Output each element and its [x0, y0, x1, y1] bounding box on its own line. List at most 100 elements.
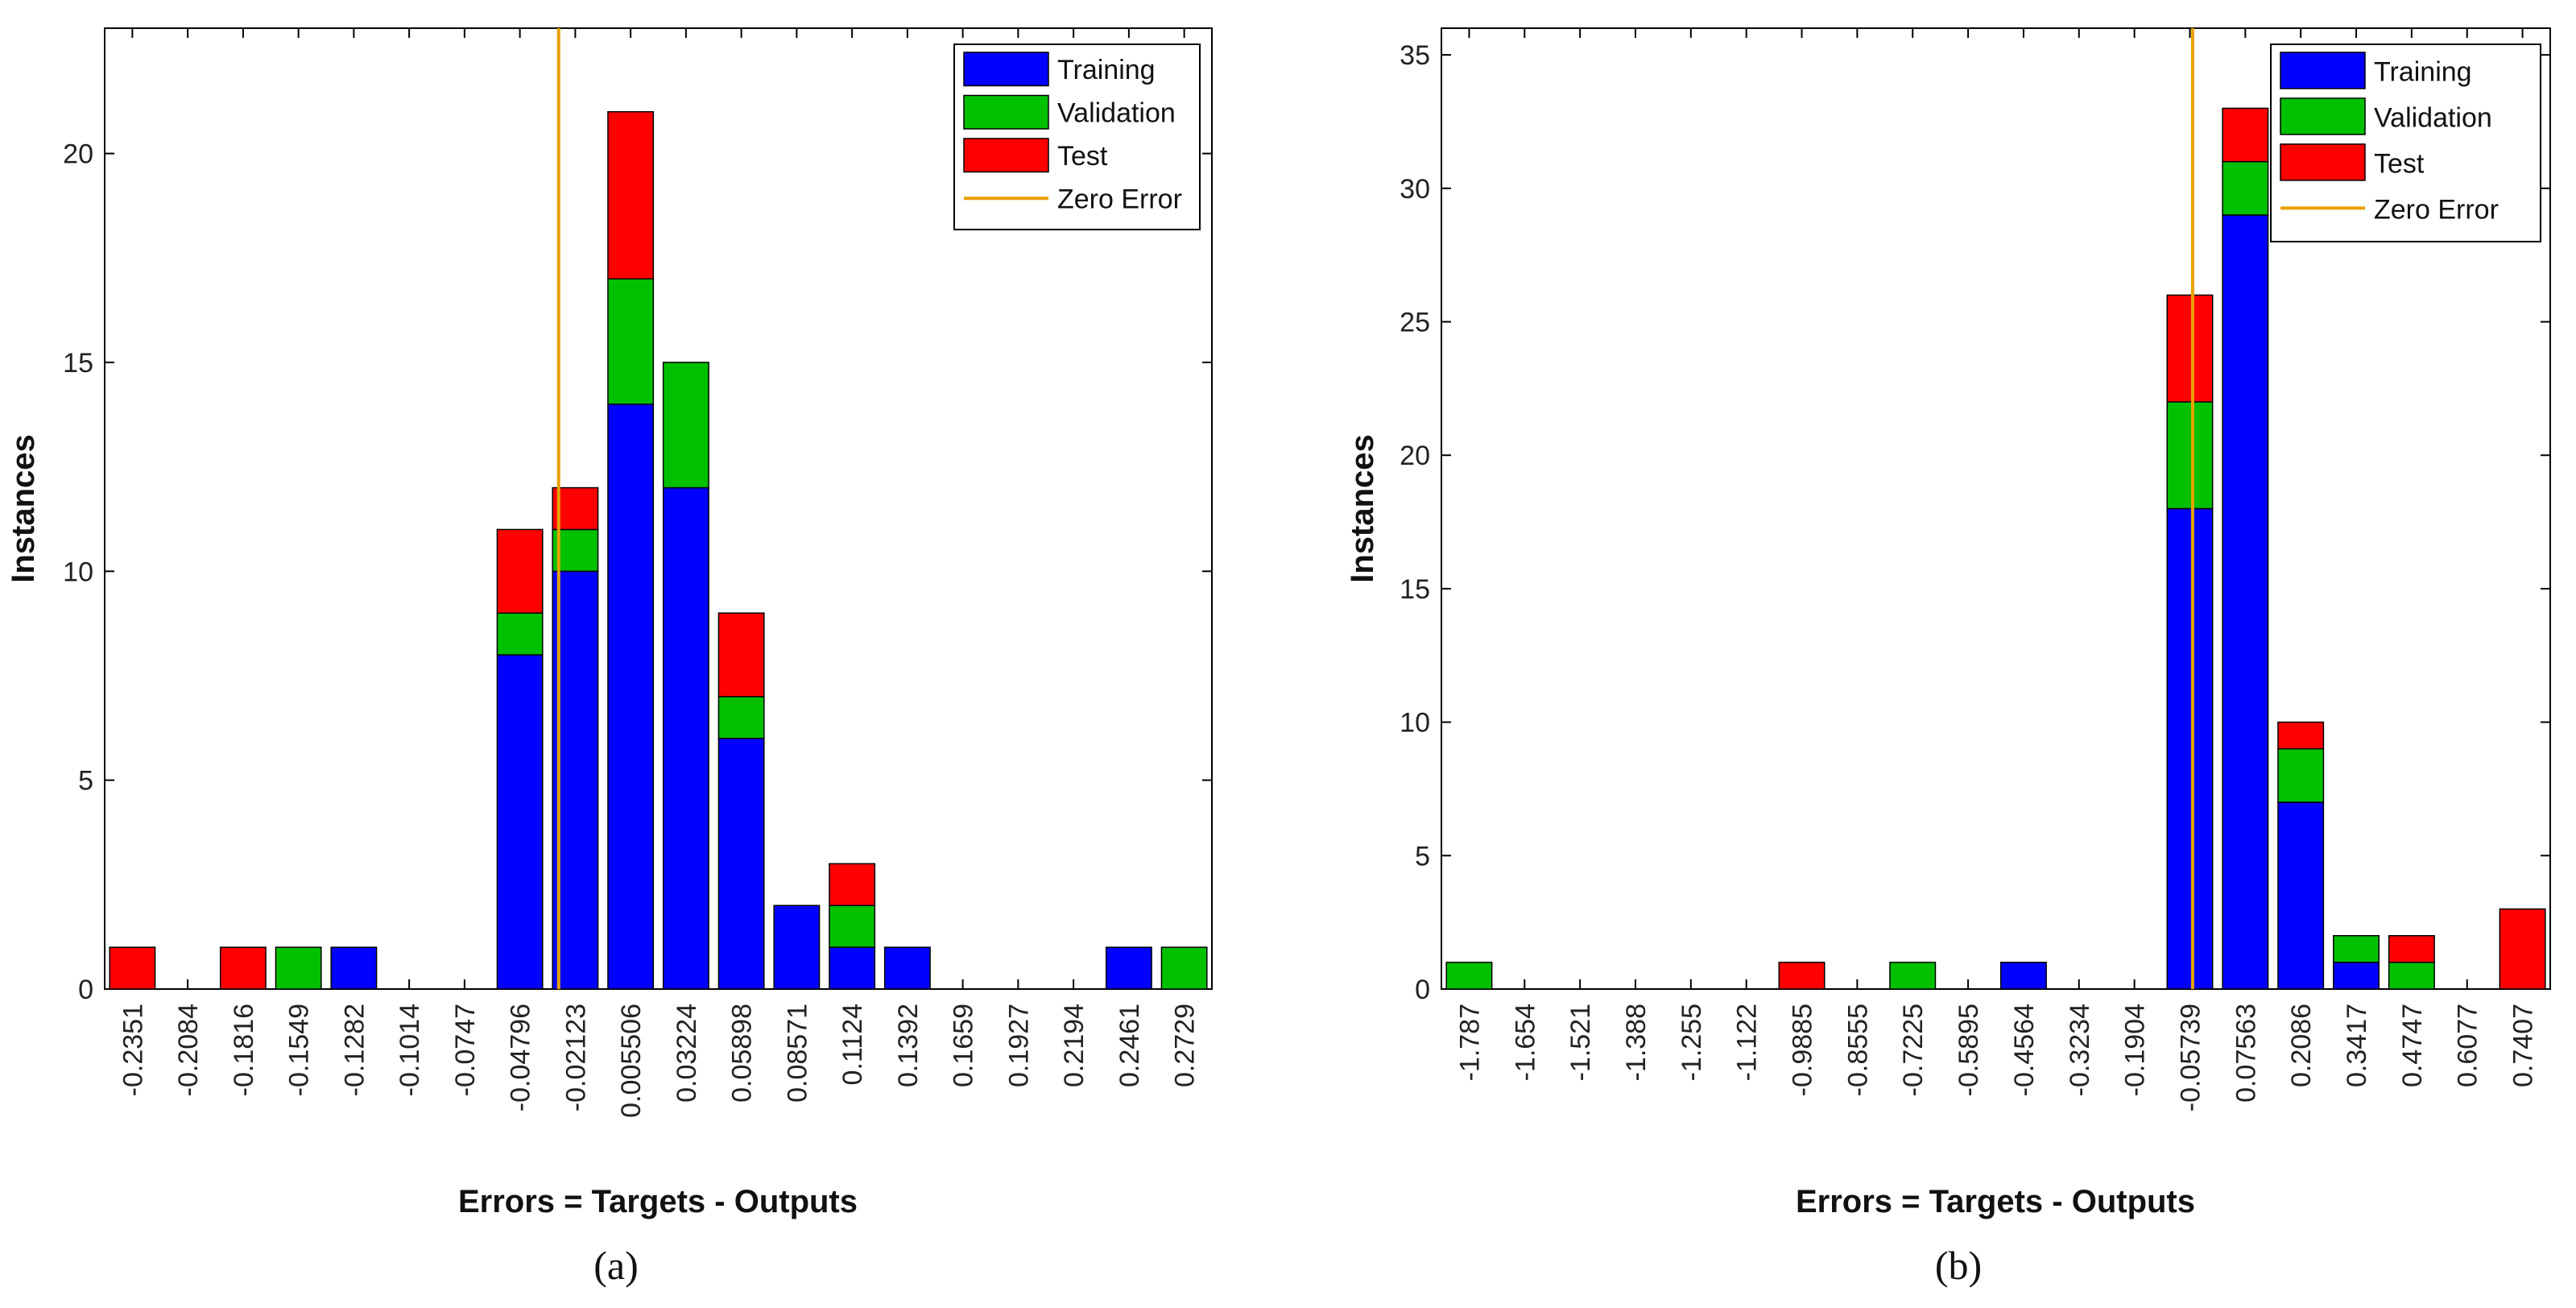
- x-tick-label: -0.1549: [284, 1004, 315, 1096]
- legend-swatch-validation: [963, 94, 1049, 130]
- x-tick-label: 0.05898: [727, 1004, 758, 1103]
- bar-training-7: [496, 654, 544, 990]
- bar-training-15: [2277, 801, 2325, 990]
- x-tick-label: 0.1659: [949, 1004, 979, 1087]
- x-tick-label: -0.05739: [2175, 1004, 2206, 1111]
- y-tick-label: 15: [63, 348, 93, 379]
- x-tick-label: -1.787: [1454, 1004, 1485, 1081]
- x-tick-label: -0.2084: [173, 1004, 204, 1096]
- y-tick-label: 0: [78, 975, 93, 1005]
- bar-validation-13: [2166, 401, 2214, 510]
- bar-training-14: [2222, 214, 2269, 990]
- bar-training-10: [662, 486, 709, 990]
- bar-training-10: [1999, 962, 2047, 990]
- bar-test-14: [2222, 107, 2269, 163]
- bar-training-9: [607, 404, 655, 990]
- bar-training-13: [829, 946, 876, 990]
- legend-swatch-training: [963, 52, 1049, 87]
- bar-training-16: [2333, 962, 2380, 990]
- x-tick-label: 0.1927: [1003, 1004, 1034, 1087]
- chart-b: 0 5 10 15 20 25 30 35 -1.787 -1.654 -1.521 -1.388 -1…: [1345, 27, 2551, 1288]
- legend-label-validation: Validation: [1057, 98, 1176, 129]
- bar-training-18: [1105, 946, 1152, 990]
- legend-swatch-validation: [2280, 97, 2366, 135]
- x-tick-label: -0.1816: [229, 1004, 259, 1096]
- x-tick-label: 0.2086: [2286, 1004, 2317, 1087]
- bar-test-19: [2499, 908, 2546, 990]
- x-tick-label: 0.2729: [1170, 1004, 1201, 1087]
- x-tick-label: 0.7407: [2508, 1004, 2539, 1087]
- legend: Training Validation Test Zero Error: [2270, 43, 2541, 242]
- legend-swatch-training: [2280, 52, 2366, 89]
- x-tick-label: -0.5895: [1954, 1004, 1984, 1096]
- x-tick-label: 0.03224: [672, 1004, 702, 1103]
- x-tick-label: 0.1392: [893, 1004, 924, 1087]
- legend: Training Validation Test Zero Error: [953, 43, 1201, 230]
- y-tick-label: 20: [1400, 441, 1430, 471]
- x-tick-label: 0.07563: [2231, 1004, 2261, 1103]
- y-tick-label: 15: [1400, 574, 1430, 605]
- legend-label-zero-error: Zero Error: [2374, 194, 2499, 225]
- bar-validation-0: [1445, 962, 1493, 990]
- x-tick-label: -0.9885: [1788, 1004, 1818, 1096]
- y-tick-label: 5: [1415, 841, 1430, 871]
- legend-label-zero-error: Zero Error: [1057, 184, 1182, 215]
- bar-test-2: [219, 946, 267, 990]
- legend-label-test: Test: [2374, 148, 2425, 179]
- bar-training-11: [717, 738, 765, 990]
- x-tick-label: 0.6077: [2453, 1004, 2483, 1087]
- legend-swatch-test: [2280, 143, 2366, 181]
- x-tick-label: -0.04796: [506, 1004, 536, 1111]
- x-tick-label: 0.2194: [1059, 1004, 1090, 1087]
- x-tick-label: -0.3234: [2065, 1004, 2095, 1096]
- x-tick-label: 0.3417: [2342, 1004, 2372, 1087]
- bar-validation-3: [275, 946, 322, 990]
- x-tick-label: 0.2461: [1114, 1004, 1145, 1087]
- y-tick-label: 35: [1400, 40, 1430, 71]
- legend-label-validation: Validation: [2374, 102, 2492, 133]
- bar-validation-13: [829, 904, 876, 948]
- x-tick-label: -0.8555: [1842, 1004, 1873, 1096]
- bar-training-13: [2166, 507, 2214, 990]
- x-tick-label: -0.2351: [118, 1004, 148, 1096]
- y-tick-label: 10: [1400, 708, 1430, 739]
- bar-validation-8: [1889, 962, 1937, 990]
- y-tick-label: 30: [1400, 174, 1430, 205]
- bar-validation-14: [2222, 160, 2269, 216]
- bar-training-12: [773, 904, 821, 990]
- legend-label-training: Training: [1057, 55, 1156, 85]
- bar-validation-17: [2388, 962, 2435, 990]
- bar-training-4: [330, 946, 378, 990]
- x-tick-label: 0.4747: [2397, 1004, 2428, 1087]
- bar-test-15: [2277, 721, 2325, 750]
- bar-validation-19: [1160, 946, 1208, 990]
- chart-a: 0 5 10 15 20 -0.2351 -0.2084 -0.1816 -0.1549 -0.1…: [6, 27, 1213, 1288]
- x-tick-label: 0.1124: [837, 1004, 868, 1085]
- bar-test-11: [717, 612, 765, 697]
- bar-validation-10: [662, 362, 709, 489]
- bar-validation-9: [607, 278, 655, 405]
- y-axis-title: Instances: [1345, 434, 1380, 583]
- x-tick-label: -0.0747: [450, 1004, 481, 1096]
- y-tick-label: 10: [63, 557, 93, 587]
- y-axis-title: Instances: [6, 434, 41, 583]
- y-tick-label: 0: [1415, 975, 1430, 1005]
- x-tick-label: -0.1282: [339, 1004, 370, 1096]
- bar-test-9: [607, 110, 655, 279]
- x-tick-label: -1.255: [1677, 1004, 1707, 1081]
- bar-test-17: [2388, 934, 2435, 963]
- bar-test-13: [829, 863, 876, 907]
- figure-caption: (b): [1935, 1243, 1982, 1288]
- x-tick-label: 0.08571: [782, 1004, 812, 1103]
- bar-validation-11: [717, 696, 765, 739]
- x-axis-title: Errors = Targets - Outputs: [458, 1184, 858, 1219]
- x-tick-label: -1.521: [1565, 1004, 1596, 1081]
- bar-validation-7: [496, 612, 544, 656]
- bar-test-6: [1778, 962, 1826, 990]
- bar-training-14: [883, 946, 931, 990]
- x-tick-label: -0.1904: [2120, 1004, 2151, 1096]
- legend-label-training: Training: [2374, 56, 2472, 87]
- bar-validation-15: [2277, 748, 2325, 803]
- y-tick-label: 5: [78, 766, 93, 797]
